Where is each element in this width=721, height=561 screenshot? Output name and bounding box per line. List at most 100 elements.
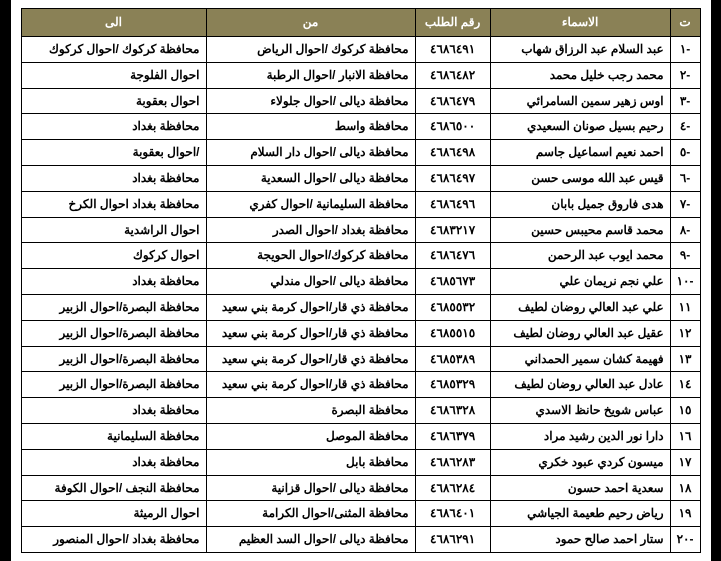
- cell-seq: ١٣: [670, 346, 700, 372]
- header-name: الاسماء: [490, 9, 670, 37]
- cell-to: محافظة بغداد: [21, 165, 206, 191]
- names-table: ت الاسماء رقم الطلب من الى -١عبد السلام …: [21, 8, 701, 553]
- cell-seq: -٧: [670, 191, 700, 217]
- cell-from: محافظة ذي قار/احوال كرمة بني سعيد: [206, 294, 415, 320]
- cell-req: ٤٦٨٥٣٨٩: [415, 346, 490, 372]
- cell-to: محافظة البصرة/احوال الزبير: [21, 346, 206, 372]
- cell-to: محافظة بغداد: [21, 269, 206, 295]
- cell-req: ٤٦٨٦٢٨٤: [415, 475, 490, 501]
- table-row: -١٠علي نجم نريمان علي٤٦٨٥٦٧٣محافظة ديالى…: [21, 269, 700, 295]
- cell-req: ٤٦٨٦٥٠٠: [415, 114, 490, 140]
- cell-to: محافظة البصرة/احوال الزبير: [21, 320, 206, 346]
- cell-name: اوس زهير سمين السامرائي: [490, 88, 670, 114]
- cell-req: ٤٦٨٦٤٩٦: [415, 191, 490, 217]
- cell-from: محافظة ديالى /احوال السد العظيم: [206, 527, 415, 553]
- cell-to: محافظة السليمانية: [21, 423, 206, 449]
- cell-seq: -٦: [670, 165, 700, 191]
- cell-req: ٤٦٨٦٤٠١: [415, 501, 490, 527]
- cell-from: محافظة بغداد /احوال الصدر: [206, 217, 415, 243]
- cell-from: محافظة بابل: [206, 449, 415, 475]
- cell-to: احوال الرميثة: [21, 501, 206, 527]
- header-to: الى: [21, 9, 206, 37]
- table-row: -٣اوس زهير سمين السامرائي٤٦٨٦٤٧٩محافظة د…: [21, 88, 700, 114]
- table-row: -٢٠ستار احمد صالح حمود٤٦٨٦٢٩١محافظة ديال…: [21, 527, 700, 553]
- cell-name: محمد ايوب عبد الرحمن: [490, 243, 670, 269]
- cell-seq: -٢: [670, 62, 700, 88]
- cell-seq: -٣: [670, 88, 700, 114]
- cell-req: ٤٦٨٦٢٨٣: [415, 449, 490, 475]
- cell-to: محافظة بغداد: [21, 398, 206, 424]
- cell-name: سعدية احمد حسون: [490, 475, 670, 501]
- cell-name: محمد قاسم محيبس حسين: [490, 217, 670, 243]
- cell-from: محافظة ذي قار/احوال كرمة بني سعيد: [206, 372, 415, 398]
- cell-to: محافظة بغداد: [21, 114, 206, 140]
- table-row: ١٧ميسون كردي عبود خكري٤٦٨٦٢٨٣محافظة بابل…: [21, 449, 700, 475]
- cell-name: رياض رحيم طعيمة الجياشي: [490, 501, 670, 527]
- table-row: -٨محمد قاسم محيبس حسين٤٦٨٣٢١٧محافظة بغدا…: [21, 217, 700, 243]
- cell-to: محافظة البصرة/احوال الزبير: [21, 372, 206, 398]
- cell-name: رحيم بسيل صونان السعيدي: [490, 114, 670, 140]
- cell-seq: -٨: [670, 217, 700, 243]
- table-row: ١٢عقيل عبد العالي روضان لطيف٤٦٨٥٥١٥محافظ…: [21, 320, 700, 346]
- cell-to: محافظة بغداد: [21, 449, 206, 475]
- cell-seq: ١١: [670, 294, 700, 320]
- cell-name: علي عبد العالي روضان لطيف: [490, 294, 670, 320]
- document-sheet: ت الاسماء رقم الطلب من الى -١عبد السلام …: [11, 0, 711, 561]
- cell-to: محافظة النجف /احوال الكوفة: [21, 475, 206, 501]
- cell-name: ستار احمد صالح حمود: [490, 527, 670, 553]
- cell-seq: -١: [670, 37, 700, 63]
- cell-req: ٤٦٨٦٤٧٩: [415, 88, 490, 114]
- table-row: -٤رحيم بسيل صونان السعيدي٤٦٨٦٥٠٠محافظة و…: [21, 114, 700, 140]
- table-row: -٧هدى فاروق جميل بابان٤٦٨٦٤٩٦محافظة السل…: [21, 191, 700, 217]
- cell-seq: -١٠: [670, 269, 700, 295]
- cell-from: محافظة السليمانية /احوال كفري: [206, 191, 415, 217]
- cell-req: ٤٦٨٦٤٩٧: [415, 165, 490, 191]
- table-row: ١٣فهيمة كشان سمير الحمداني٤٦٨٥٣٨٩محافظة …: [21, 346, 700, 372]
- cell-name: عبد السلام عبد الرزاق شهاب: [490, 37, 670, 63]
- cell-from: محافظة ديالى /احوال مندلي: [206, 269, 415, 295]
- cell-name: احمد نعيم اسماعيل جاسم: [490, 140, 670, 166]
- table-row: ١٤عادل عبد العالي روضان لطيف٤٦٨٥٣٢٩محافظ…: [21, 372, 700, 398]
- table-row: -٢محمد رجب خليل محمد٤٦٨٦٤٨٢محافظة الانبا…: [21, 62, 700, 88]
- table-row: ١٩رياض رحيم طعيمة الجياشي٤٦٨٦٤٠١محافظة ا…: [21, 501, 700, 527]
- table-row: ١٨سعدية احمد حسون٤٦٨٦٢٨٤محافظة ديالى /اح…: [21, 475, 700, 501]
- cell-from: محافظة ديالى /احوال قزانية: [206, 475, 415, 501]
- cell-seq: ١٤: [670, 372, 700, 398]
- cell-from: محافظة ديالى /احوال جلولاء: [206, 88, 415, 114]
- cell-name: عقيل عبد العالي روضان لطيف: [490, 320, 670, 346]
- cell-to: احوال كركوك: [21, 243, 206, 269]
- cell-seq: -٩: [670, 243, 700, 269]
- cell-req: ٤٦٨٦٤٩٨: [415, 140, 490, 166]
- cell-name: دارا نور الدين رشيد مراد: [490, 423, 670, 449]
- table-row: -١عبد السلام عبد الرزاق شهاب٤٦٨٦٤٩١محافظ…: [21, 37, 700, 63]
- cell-to: محافظة كركوك /احوال كركوك: [21, 37, 206, 63]
- table-row: ١٥عباس شويخ حانظ الاسدي٤٦٨٦٣٢٨محافظة الب…: [21, 398, 700, 424]
- cell-seq: ١٢: [670, 320, 700, 346]
- cell-req: ٤٦٨٥٥٣٢: [415, 294, 490, 320]
- cell-from: محافظة الانبار /احوال الرطبة: [206, 62, 415, 88]
- header-seq: ت: [670, 9, 700, 37]
- cell-req: ٤٦٨٦٤٩١: [415, 37, 490, 63]
- table-row: -٩محمد ايوب عبد الرحمن٤٦٨٦٤٧٦محافظة كركو…: [21, 243, 700, 269]
- cell-seq: -٤: [670, 114, 700, 140]
- cell-req: ٤٦٨٦٢٩١: [415, 527, 490, 553]
- header-from: من: [206, 9, 415, 37]
- cell-to: محافظة بغداد /احوال المنصور: [21, 527, 206, 553]
- cell-seq: ١٧: [670, 449, 700, 475]
- table-row: -٥احمد نعيم اسماعيل جاسم٤٦٨٦٤٩٨محافظة دي…: [21, 140, 700, 166]
- table-row: -٦قيس عبد الله موسى حسن٤٦٨٦٤٩٧محافظة ديا…: [21, 165, 700, 191]
- cell-to: /احوال بعقوبة: [21, 140, 206, 166]
- cell-req: ٤٦٨٥٣٢٩: [415, 372, 490, 398]
- cell-req: ٤٦٨٦٣٧٩: [415, 423, 490, 449]
- cell-to: احوال بعقوبة: [21, 88, 206, 114]
- table-row: ١٦دارا نور الدين رشيد مراد٤٦٨٦٣٧٩ محافظة …: [21, 423, 700, 449]
- cell-req: ٤٦٨٥٦٧٣: [415, 269, 490, 295]
- cell-seq: ١٦: [670, 423, 700, 449]
- cell-from: محافظة كركوك /احوال الرياض: [206, 37, 415, 63]
- cell-seq: ١٨: [670, 475, 700, 501]
- cell-req: ٤٦٨٦٣٢٨: [415, 398, 490, 424]
- cell-seq: -٥: [670, 140, 700, 166]
- cell-req: ٤٦٨٣٢١٧: [415, 217, 490, 243]
- cell-to: محافظة بغداد احوال الكرخ: [21, 191, 206, 217]
- cell-name: قيس عبد الله موسى حسن: [490, 165, 670, 191]
